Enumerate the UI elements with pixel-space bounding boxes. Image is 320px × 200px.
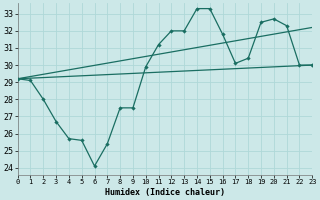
X-axis label: Humidex (Indice chaleur): Humidex (Indice chaleur) [105,188,225,197]
